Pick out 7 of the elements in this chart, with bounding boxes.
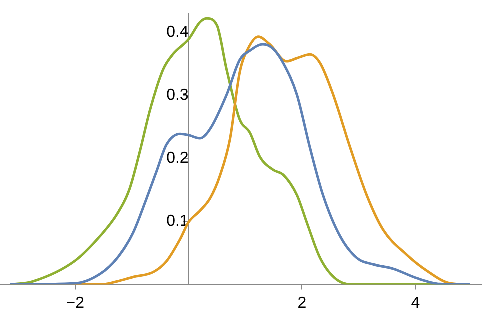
x-tick-label: 4 (411, 294, 420, 312)
y-tick-label: 0.2 (166, 150, 189, 168)
y-tick-label: 0.4 (166, 24, 189, 41)
x-tick-label: 2 (298, 294, 307, 312)
y-tick-label: 0.3 (166, 86, 189, 104)
x-tick-label: −2 (66, 294, 85, 312)
y-tick-label: 0.1 (166, 213, 189, 230)
